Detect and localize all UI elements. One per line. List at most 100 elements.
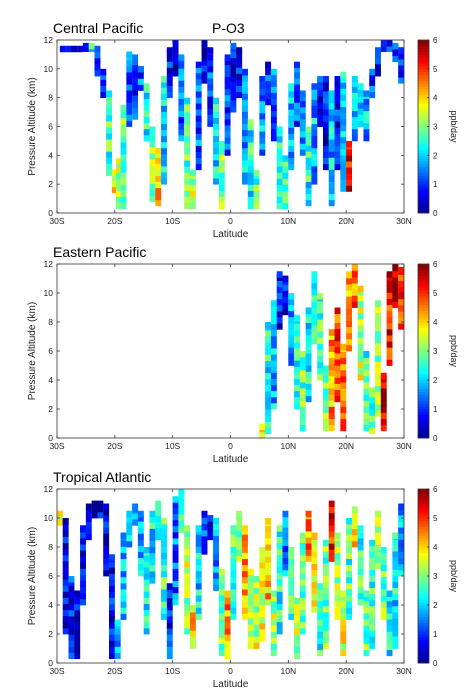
heatmap-cell [363, 625, 370, 632]
heatmap-cell [392, 575, 399, 582]
heatmap-cell [386, 271, 393, 278]
profile-column [143, 83, 150, 142]
heatmap-cell [178, 508, 185, 515]
heatmap-cell [201, 52, 208, 60]
heatmap-cell [340, 594, 347, 602]
x-tick-label: 20N [338, 216, 354, 226]
heatmap-cell [155, 509, 162, 516]
heatmap-cell [340, 400, 347, 407]
heatmap-cell [346, 344, 353, 352]
heatmap-cell [398, 280, 405, 288]
heatmap-cell [288, 97, 295, 104]
heatmap-cell [108, 591, 115, 599]
heatmap-cell [288, 347, 295, 354]
heatmap-cell [363, 104, 370, 112]
heatmap-cell [305, 531, 312, 538]
heatmap-cell [270, 86, 277, 93]
heatmap-cell [334, 97, 341, 104]
heatmap-cell [317, 649, 324, 657]
heatmap-cell [137, 569, 144, 577]
heatmap-cell [276, 591, 283, 598]
heatmap-cell [106, 169, 112, 176]
colorbar-segment [418, 541, 429, 545]
heatmap-cell [288, 293, 295, 300]
heatmap-cell [305, 193, 312, 201]
heatmap-cell [247, 642, 254, 649]
colorbar-segment [418, 518, 429, 522]
x-tick-label: 30S [49, 666, 64, 676]
profile-column [77, 45, 84, 53]
colorbar-segment [418, 642, 429, 646]
colorbar-segment [418, 426, 429, 430]
profile-column [369, 387, 376, 435]
heatmap-cell [294, 90, 300, 97]
heatmap-cell [172, 556, 179, 563]
heatmap-cell [311, 129, 318, 137]
heatmap-cell [322, 581, 329, 588]
heatmap-cell [103, 503, 110, 510]
heatmap-cell [294, 603, 300, 611]
heatmap-cell [242, 558, 248, 566]
y-tick-label: 6 [48, 571, 53, 581]
heatmap-cell [369, 73, 376, 80]
heatmap-cell [398, 310, 405, 318]
heatmap-cell [386, 45, 393, 52]
heatmap-cell [380, 394, 387, 401]
heatmap-cell [311, 557, 318, 564]
heatmap-cell [380, 40, 387, 47]
heatmap-cell [386, 625, 393, 632]
heatmap-cell [126, 120, 133, 127]
heatmap-cell [369, 415, 376, 422]
heatmap-cell [247, 605, 254, 613]
heatmap-cell [230, 75, 237, 83]
heatmap-cell [80, 568, 86, 575]
heatmap-cell [322, 418, 329, 426]
heatmap-cell [346, 546, 353, 553]
heatmap-cell [265, 550, 272, 557]
heatmap-cell [398, 521, 405, 528]
profile-column [111, 169, 118, 194]
heatmap-cell [178, 489, 185, 496]
colorbar-segment [418, 348, 429, 352]
heatmap-cell [201, 542, 208, 549]
heatmap-cell [201, 46, 208, 54]
heatmap-cell [161, 135, 167, 143]
heatmap-cell [155, 181, 162, 189]
heatmap-cell [230, 63, 237, 71]
heatmap-cell [265, 562, 272, 569]
heatmap-cell [375, 306, 381, 314]
profile-column [108, 554, 115, 660]
heatmap-cell [346, 302, 353, 309]
colorbar-segment [418, 576, 429, 580]
heatmap-cell [340, 388, 347, 395]
heatmap-cell [317, 114, 324, 121]
heatmap-cell [166, 91, 173, 99]
heatmap-cell [155, 199, 162, 207]
heatmap-cell [276, 603, 283, 611]
heatmap-cell [276, 166, 283, 173]
heatmap-cell [149, 571, 156, 578]
heatmap-cell [282, 202, 289, 210]
heatmap-cell [351, 534, 358, 542]
profile-column [97, 500, 104, 519]
heatmap-cell [317, 637, 324, 644]
heatmap-cell [149, 140, 156, 148]
heatmap-cell [172, 544, 179, 551]
heatmap-cell [363, 90, 370, 97]
heatmap-cell [340, 161, 347, 168]
heatmap-cell [317, 600, 324, 608]
heatmap-cell [161, 522, 167, 529]
heatmap-cell [328, 102, 335, 110]
heatmap-cell [242, 129, 248, 137]
heatmap-cell [299, 131, 306, 138]
heatmap-cell [311, 600, 318, 607]
heatmap-cell [380, 406, 387, 413]
heatmap-cell [380, 382, 387, 389]
heatmap-cell [375, 337, 381, 344]
heatmap-cell [398, 77, 405, 84]
heatmap-cell [334, 552, 341, 559]
profile-column [346, 518, 353, 620]
heatmap-cell [363, 613, 370, 620]
heatmap-cell [328, 133, 335, 140]
heatmap-cell [184, 172, 191, 179]
